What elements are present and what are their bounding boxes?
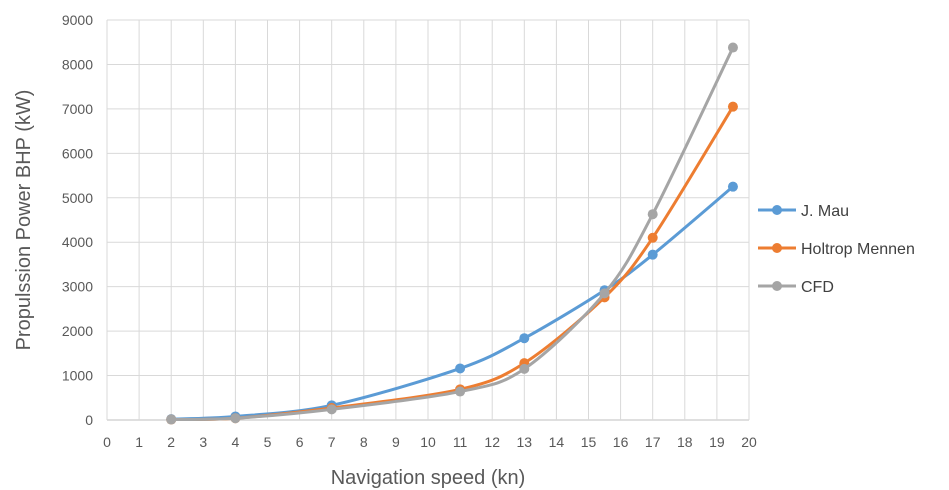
x-tick-label: 17	[645, 434, 661, 450]
x-tick-label: 14	[549, 434, 565, 450]
legend-marker	[772, 243, 782, 253]
y-tick-label: 0	[85, 412, 93, 428]
data-point-cfd	[230, 413, 241, 424]
x-tick-label: 11	[453, 434, 468, 450]
y-tick-label: 8000	[62, 56, 93, 72]
legend-label: Holtrop Mennen	[801, 241, 915, 258]
y-axis-title: Propulssion Power BHP (kW)	[13, 90, 35, 351]
x-tick-label: 0	[103, 434, 111, 450]
data-point-cfd	[166, 414, 177, 425]
x-tick-label: 6	[296, 434, 304, 450]
x-tick-label: 13	[517, 434, 533, 450]
x-tick-label: 2	[167, 434, 175, 450]
x-tick-label: 15	[581, 434, 597, 450]
data-point-holtrop-mennen	[727, 101, 738, 112]
y-tick-label: 4000	[62, 234, 93, 250]
x-tick-label: 8	[360, 434, 368, 450]
x-tick-label: 1	[135, 434, 143, 450]
x-axis-ticks: 0 1 2 3 4 5 6 7 8 9 10 11 12 13 14 15 16 17 18 19 20	[103, 434, 757, 450]
data-point-cfd	[326, 404, 337, 415]
x-tick-label: 19	[709, 434, 725, 450]
x-tick-label: 12	[484, 434, 500, 450]
y-tick-label: 1000	[62, 368, 93, 384]
y-tick-label: 2000	[62, 323, 93, 339]
x-tick-label: 10	[420, 434, 436, 450]
data-point-cfd	[599, 288, 610, 299]
legend-item-j-mau: J. Mau	[758, 203, 849, 220]
y-tick-label: 7000	[62, 101, 93, 117]
y-tick-label: 9000	[62, 12, 93, 28]
data-point-cfd	[647, 209, 658, 220]
data-point-j-mau	[519, 333, 530, 344]
x-tick-label: 4	[232, 434, 240, 450]
x-tick-label: 16	[613, 434, 629, 450]
legend-item-holtrop-mennen: Holtrop Mennen	[758, 241, 915, 258]
x-tick-label: 9	[392, 434, 400, 450]
x-tick-label: 7	[328, 434, 336, 450]
series-cfd	[166, 42, 738, 425]
y-axis-ticks: 0 1000 2000 3000 4000 5000 6000 7000 8000 9000	[62, 12, 93, 428]
x-tick-label: 18	[677, 434, 693, 450]
data-point-cfd	[727, 42, 738, 53]
x-tick-label: 5	[264, 434, 272, 450]
legend: J. Mau Holtrop Mennen CFD	[758, 203, 915, 296]
legend-marker	[772, 205, 782, 215]
data-point-cfd	[519, 363, 530, 374]
series-line-cfd	[169, 46, 735, 422]
x-axis-title: Navigation speed (kn)	[331, 467, 526, 489]
series-lines	[166, 42, 738, 425]
legend-label: J. Mau	[801, 203, 849, 220]
y-tick-label: 6000	[62, 145, 93, 161]
series-holtrop-mennen	[166, 101, 738, 425]
data-point-holtrop-mennen	[647, 232, 658, 243]
data-point-j-mau	[647, 249, 658, 260]
y-tick-label: 3000	[62, 279, 93, 295]
x-tick-label: 3	[199, 434, 207, 450]
data-point-j-mau	[727, 181, 738, 192]
x-tick-label: 20	[741, 434, 757, 450]
grid-lines	[106, 19, 750, 421]
legend-label: CFD	[801, 279, 834, 296]
legend-marker	[772, 281, 782, 291]
legend-item-cfd: CFD	[758, 279, 834, 296]
data-point-j-mau	[455, 363, 466, 374]
data-point-cfd	[455, 386, 466, 397]
y-tick-label: 5000	[62, 190, 93, 206]
